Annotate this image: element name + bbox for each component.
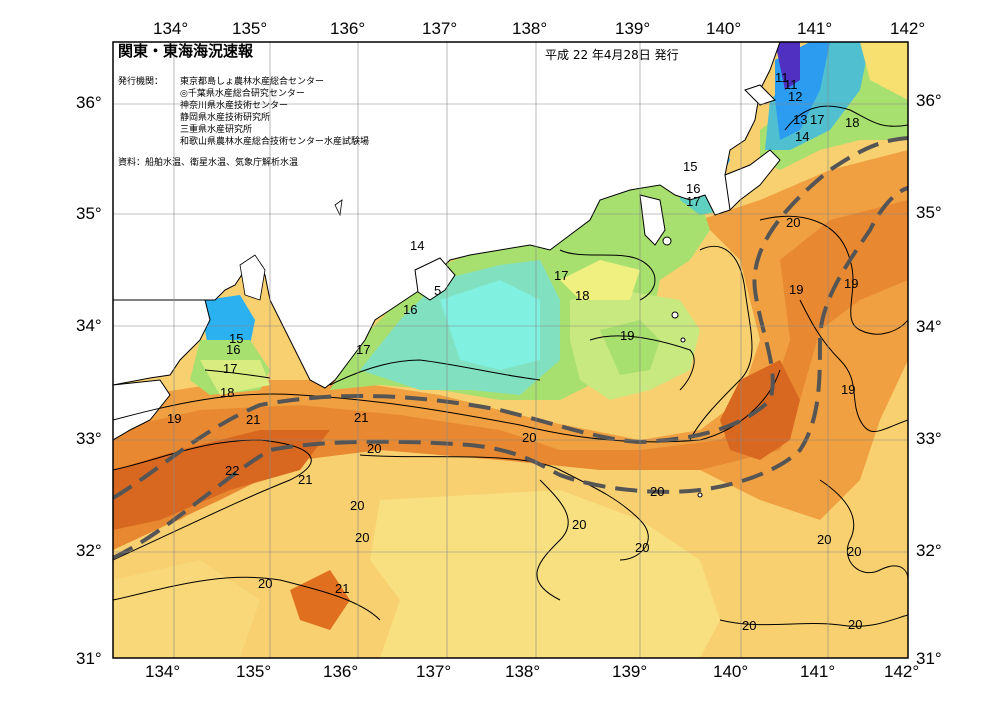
isotherm-label: 20 <box>355 530 369 545</box>
lat-label: 31° <box>76 649 102 668</box>
isotherm-label: 20 <box>350 498 364 513</box>
lon-label: 135° <box>232 19 267 38</box>
isotherm-label: 20 <box>786 215 800 230</box>
isotherm-label: 5 <box>434 283 441 298</box>
isotherm-label: 16 <box>403 302 417 317</box>
lon-label: 138° <box>505 662 540 681</box>
isotherm-label: 17 <box>554 268 568 283</box>
land-kyushu-edge <box>113 379 171 441</box>
issue-date: 平成 22 年4月28日 発行 <box>545 48 679 62</box>
lat-label: 31° <box>916 649 942 668</box>
land-izu <box>639 194 666 246</box>
isotherm-label: 20 <box>635 540 649 555</box>
isotherm-label: 14 <box>410 238 424 253</box>
lon-label: 140° <box>713 662 748 681</box>
lon-label: 136° <box>330 19 365 38</box>
isotherm-label: 11 <box>775 70 789 85</box>
lon-label: 138° <box>512 19 547 38</box>
map-frame <box>112 41 909 659</box>
institution-item: 三重県水産研究所 <box>180 125 253 135</box>
isotherm-label: 19 <box>620 328 634 343</box>
lon-label: 141° <box>800 662 835 681</box>
lon-label: 139° <box>612 662 647 681</box>
isotherm-label: 15 <box>229 331 243 346</box>
lat-label: 33° <box>916 429 942 448</box>
longitude-labels-bottom: 134° 135° 136° 137° 138° 139° 140° 141° … <box>145 662 919 681</box>
isotherm-label: 18 <box>575 288 589 303</box>
temperature-field <box>113 42 908 658</box>
latitude-labels-right: 36° 35° 34° 33° 32° 31° <box>916 91 942 668</box>
lat-label: 32° <box>76 541 102 560</box>
land-boso <box>724 149 781 212</box>
isotherm-label: 20 <box>742 618 756 633</box>
lon-label: 140° <box>706 19 741 38</box>
isotherm-label: 18 <box>845 115 859 130</box>
institutions-label: 発行機関： <box>118 77 164 87</box>
lat-label: 33° <box>76 429 102 448</box>
isotherm-label: 22 <box>225 463 239 478</box>
isotherm-label: 21 <box>298 472 312 487</box>
isotherm-label: 15 <box>683 159 697 174</box>
lon-label: 142° <box>890 19 925 38</box>
isotherm-lines <box>113 105 908 627</box>
lon-label: 134° <box>153 19 188 38</box>
lon-label: 141° <box>797 19 832 38</box>
lon-label: 135° <box>236 662 271 681</box>
isotherm-label: 11 <box>784 77 798 92</box>
isotherm-label: 20 <box>367 441 381 456</box>
isotherm-label: 19 <box>789 282 803 297</box>
isotherm-label: 20 <box>258 576 272 591</box>
isotherm-value-labels: 11 11 12 13 17 14 18 15 16 17 14 5 16 17… <box>167 70 862 633</box>
lon-label: 137° <box>422 19 457 38</box>
lat-label: 34° <box>76 316 102 335</box>
isotherm-label: 14 <box>795 129 809 144</box>
isotherm-label: 13 <box>793 112 807 127</box>
isotherm-label: 20 <box>847 544 861 559</box>
institution-item: 東京都島しょ農林水産総合センター <box>180 77 325 87</box>
lon-label: 137° <box>416 662 451 681</box>
institution-item: 和歌山県農林水産総合技術センター水産試験場 <box>180 137 370 147</box>
data-source: 資料：船舶水温、衛星水温、気象庁解析水温 <box>118 158 299 168</box>
isotherm-label: 16 <box>226 342 240 357</box>
lat-label: 36° <box>76 93 102 112</box>
isotherm-label: 19 <box>844 276 858 291</box>
isotherm-label: 17 <box>356 342 370 357</box>
page-title: 関東・東海海況速報 <box>118 42 254 60</box>
lon-label: 134° <box>145 662 180 681</box>
lat-label: 34° <box>916 317 942 336</box>
land-ise-peninsula <box>414 257 456 301</box>
latitude-labels-left: 36° 35° 34° 33° 32° 31° <box>76 93 102 668</box>
isotherm-label: 17 <box>810 112 824 127</box>
isotherm-label: 12 <box>788 89 802 104</box>
lon-label: 142° <box>884 662 919 681</box>
lat-label: 32° <box>916 541 942 560</box>
institution-item: ◎千葉県水産総合研究センター <box>180 89 305 99</box>
isotherm-label: 20 <box>650 484 664 499</box>
isotherm-label: 20 <box>522 430 536 445</box>
isotherm-label: 16 <box>686 181 700 196</box>
land-shikoku <box>113 299 211 386</box>
isotherm-label: 19 <box>167 411 181 426</box>
isotherm-label: 17 <box>686 194 700 209</box>
isotherm-label: 18 <box>220 385 234 400</box>
lat-label: 35° <box>76 204 102 223</box>
longitude-labels-top: 134° 135° 136° 137° 138° 139° 140° 141° … <box>153 19 925 38</box>
isotherm-label: 21 <box>354 410 368 425</box>
lat-label: 35° <box>916 203 942 222</box>
kuroshio-path <box>113 136 908 560</box>
lat-label: 36° <box>916 91 942 110</box>
isotherm-label: 21 <box>335 581 349 596</box>
isotherm-label: 17 <box>223 361 237 376</box>
isotherm-label: 21 <box>246 412 260 427</box>
isotherm-label: 19 <box>841 382 855 397</box>
institution-item: 静岡県水産技術研究所 <box>180 113 271 123</box>
graticule <box>113 42 908 658</box>
lon-label: 136° <box>323 662 358 681</box>
isotherm-label: 20 <box>817 532 831 547</box>
institution-item: 神奈川県水産技術センター <box>180 101 289 111</box>
isotherm-label: 20 <box>572 517 586 532</box>
isotherm-label: 20 <box>848 617 862 632</box>
lon-label: 139° <box>615 19 650 38</box>
